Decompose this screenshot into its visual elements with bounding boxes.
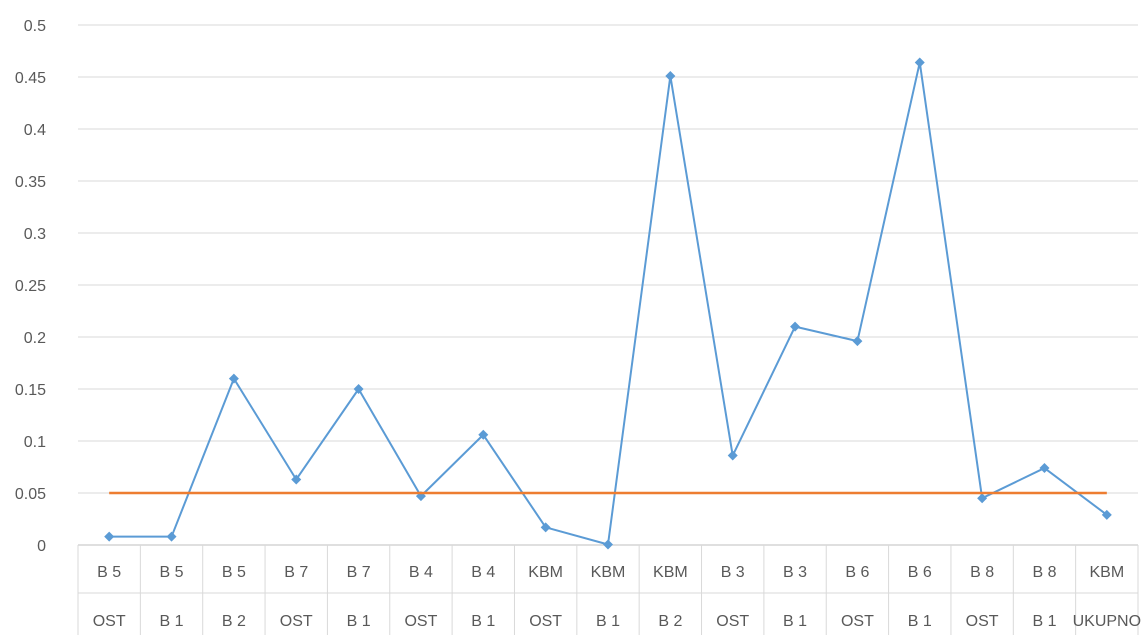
x-category-sublabel: B 1 — [471, 613, 495, 630]
data-point-marker — [353, 384, 364, 394]
gridlines — [78, 24, 1138, 494]
x-category-label: B 3 — [783, 564, 807, 581]
x-category-sublabel: B 1 — [347, 613, 371, 630]
x-category-sublabel: OST — [716, 613, 749, 630]
x-category-label: KBM — [591, 564, 626, 581]
data-point-marker — [540, 522, 551, 533]
x-category-label: B 6 — [908, 564, 932, 581]
data-point-marker — [291, 474, 302, 485]
y-tick-label: 0.5 — [24, 18, 46, 35]
x-category-sublabel: OST — [404, 613, 437, 630]
y-tick-label: 0.25 — [15, 278, 46, 295]
data-point-marker — [478, 429, 489, 440]
data-point-marker — [665, 70, 676, 81]
x-category-label: KBM — [1089, 564, 1124, 581]
x-category-sublabel: OST — [966, 613, 999, 630]
y-tick-label: 0.05 — [15, 486, 46, 503]
data-point-marker — [1101, 509, 1112, 520]
x-category-label: B 5 — [222, 564, 246, 581]
data-point-marker — [166, 531, 177, 542]
y-tick-label: 0.4 — [24, 122, 46, 139]
data-point-marker — [852, 336, 863, 347]
y-tick-label: 0 — [37, 538, 46, 555]
x-category-label: B 8 — [970, 564, 994, 581]
x-axis: B 5 OST B 5 B 1 B 5 B 2 B 7 OST B 7 B 1 B 4 OST B 4 B… — [77, 544, 1141, 635]
x-category-label: B 5 — [97, 564, 121, 581]
x-category-label: B 3 — [721, 564, 745, 581]
y-axis-tick-labels: 0 0.05 0.1 0.15 0.2 0.25 0.3 0.35 0.4 0.45 0.5 — [15, 18, 46, 555]
data-point-marker — [603, 539, 613, 550]
data-point-marker — [228, 373, 239, 384]
x-category-sublabel: B 2 — [222, 613, 246, 630]
data-point-marker — [1039, 463, 1050, 474]
x-category-label: B 5 — [160, 564, 184, 581]
x-category-label: B 8 — [1032, 564, 1056, 581]
x-category-sublabel: B 1 — [596, 613, 620, 630]
y-tick-label: 0.3 — [24, 226, 46, 243]
x-category-label: KBM — [528, 564, 563, 581]
x-category-label: B 7 — [347, 564, 371, 581]
x-category-sublabel: OST — [529, 613, 562, 630]
data-point-marker — [104, 531, 115, 542]
data-point-marker — [790, 321, 801, 332]
y-tick-label: 0.15 — [15, 382, 46, 399]
x-category-label: B 6 — [845, 564, 869, 581]
x-category-sublabel: B 1 — [1032, 613, 1056, 630]
x-category-label: B 7 — [284, 564, 308, 581]
x-category-sublabel: B 2 — [658, 613, 682, 630]
x-category-sublabel: B 1 — [783, 613, 807, 630]
x-category-sublabel: OST — [841, 613, 874, 630]
series-lines — [104, 57, 1112, 550]
x-category-sublabel: B 1 — [908, 613, 932, 630]
series-line-values — [109, 61, 1108, 546]
y-tick-label: 0.1 — [24, 434, 46, 451]
data-point-marker — [977, 493, 988, 504]
y-tick-label: 0.45 — [15, 70, 46, 87]
data-point-marker — [727, 450, 738, 461]
y-tick-label: 0.2 — [24, 330, 46, 347]
x-category-sublabel: B 1 — [160, 613, 184, 630]
x-category-label: KBM — [653, 564, 688, 581]
x-category-sublabel: OST — [93, 613, 126, 630]
x-category-sublabel: OST — [280, 613, 313, 630]
x-category-sublabel: UKUPNO — [1073, 613, 1141, 630]
x-category-label: B 4 — [409, 564, 433, 581]
data-point-marker — [914, 57, 925, 68]
y-tick-label: 0.35 — [15, 174, 46, 191]
x-category-label: B 4 — [471, 564, 495, 581]
